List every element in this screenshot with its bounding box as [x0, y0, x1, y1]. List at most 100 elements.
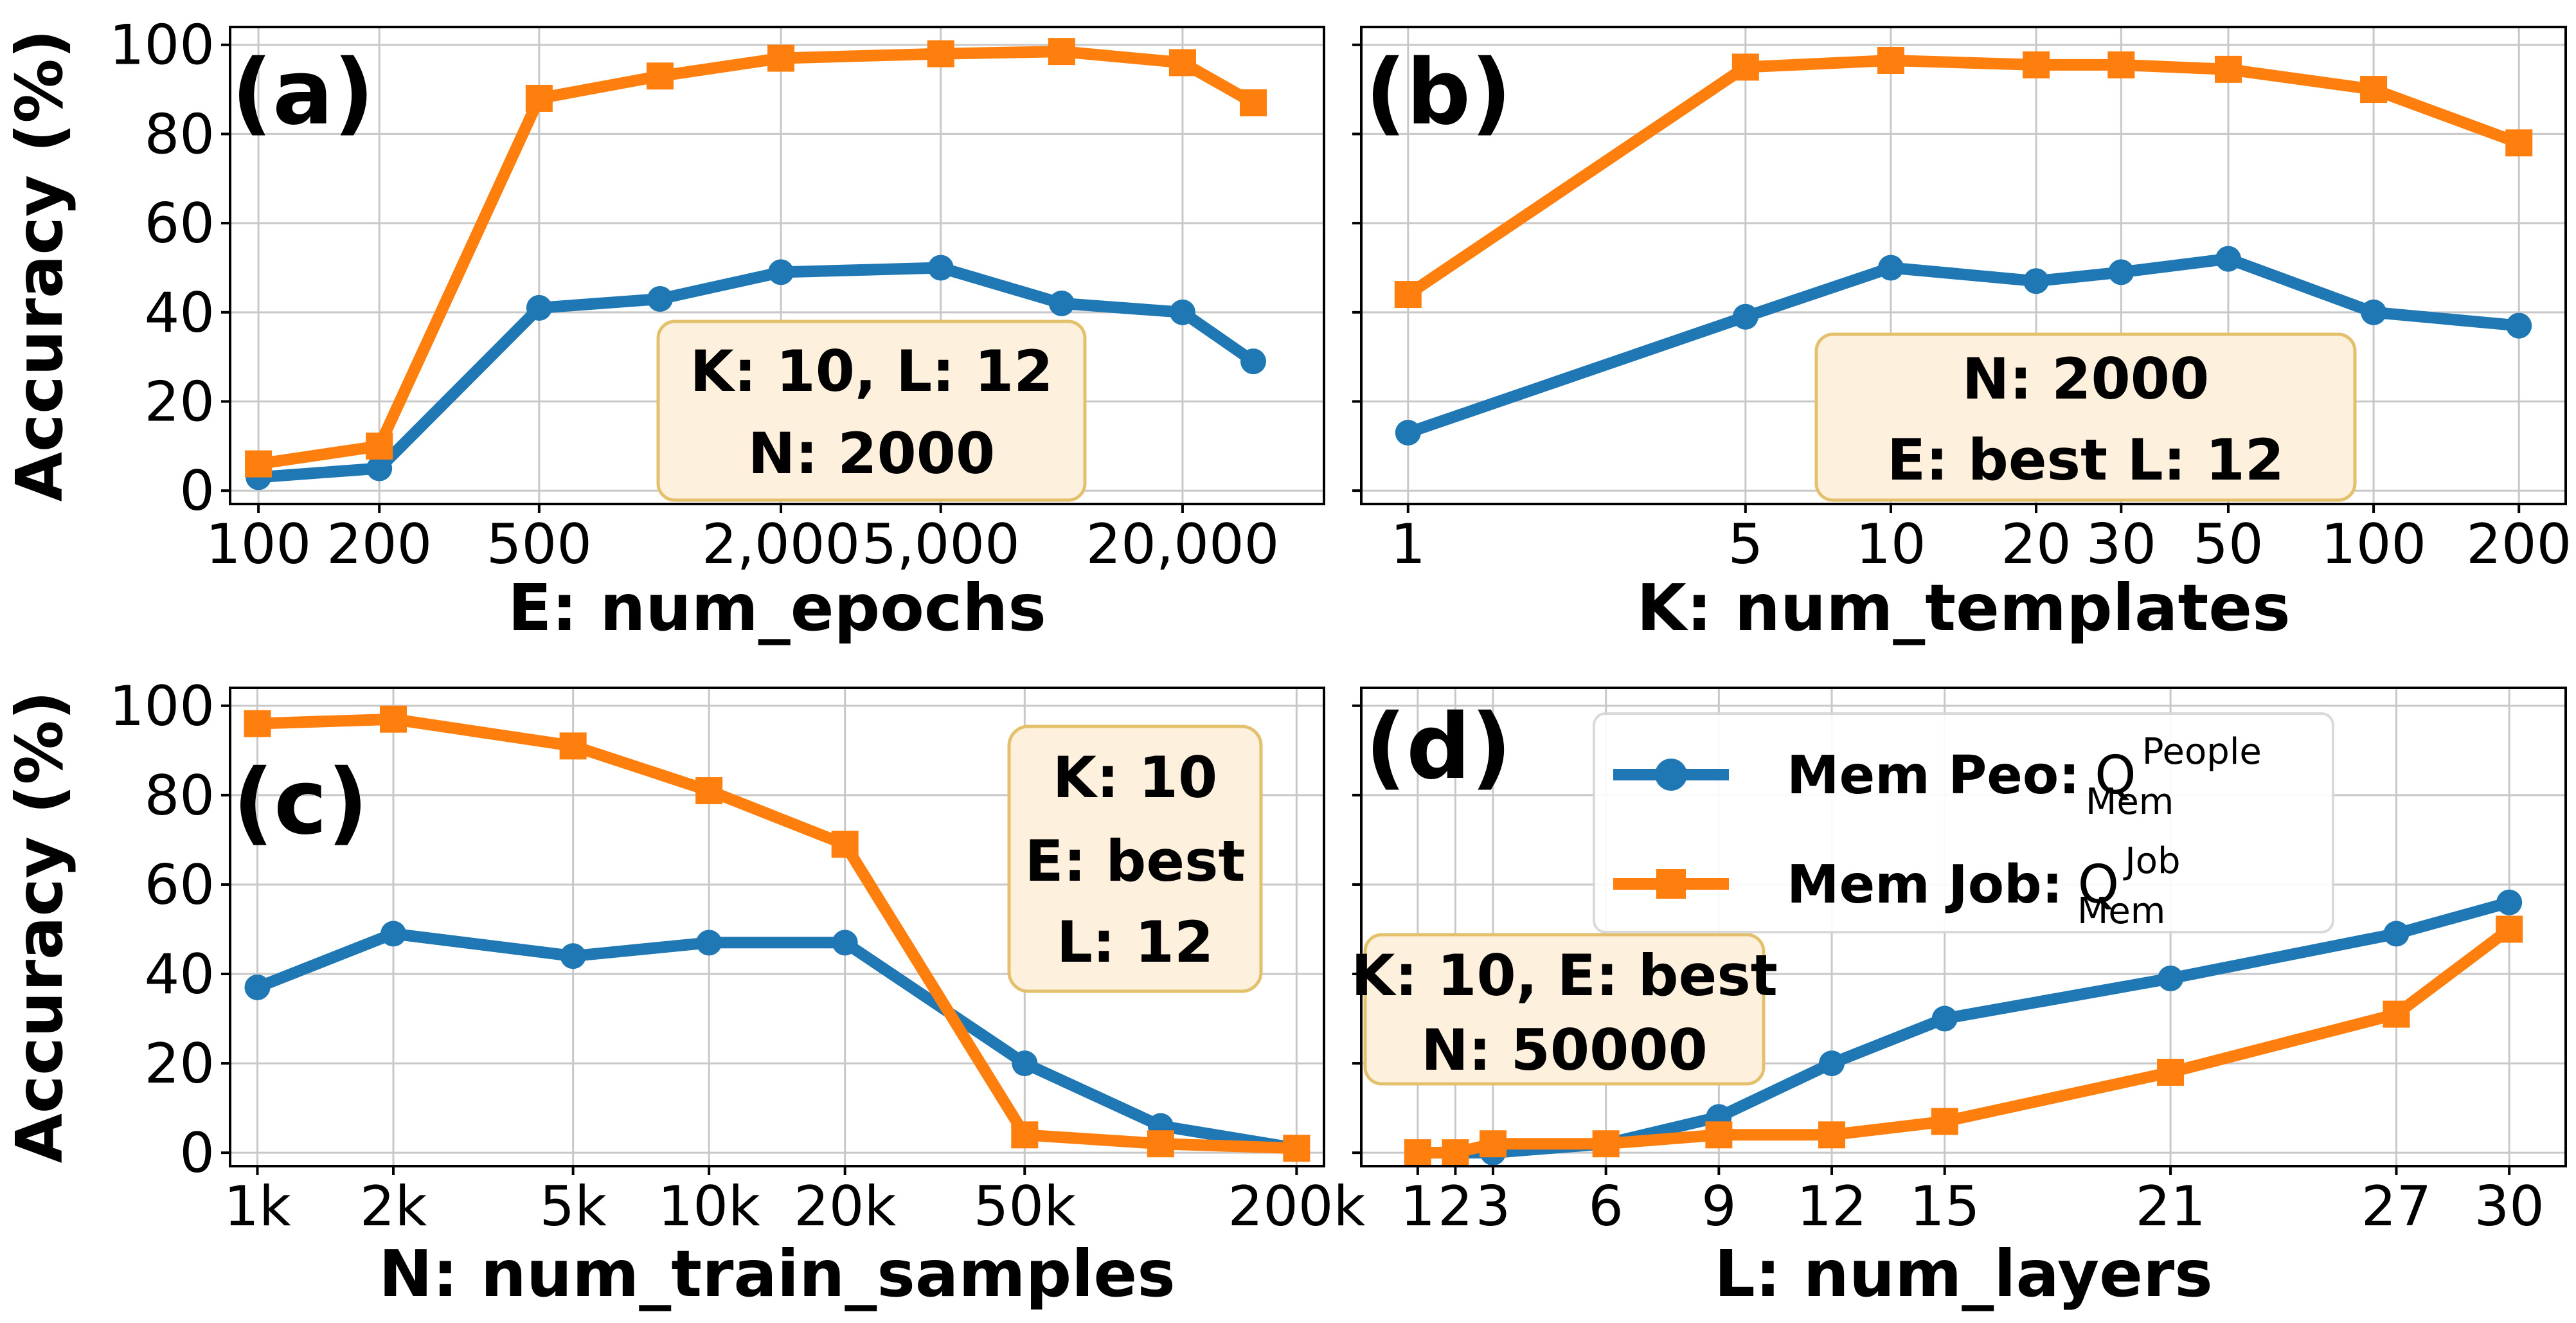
y-axis-title: Accuracy (%): [2, 691, 77, 1164]
x-tick-label: 3: [1476, 1174, 1511, 1239]
parameter-box: N: 2000 E: best L: 12: [1814, 332, 2357, 502]
data-point-job: [1239, 89, 1267, 116]
data-point-job: [2360, 76, 2388, 104]
x-tick-label: 30: [2086, 512, 2156, 577]
parameter-box-frame: [1814, 332, 2357, 502]
y-tick-labels: 0 20 40 60 80 100: [109, 674, 215, 1185]
data-point-job: [380, 705, 407, 733]
parameter-box-frame: [656, 320, 1087, 502]
data-point-job: [695, 777, 723, 804]
x-tick-label: 200k: [1228, 1174, 1365, 1239]
data-point-peo: [832, 930, 858, 956]
y-tick-labels: 0 20 40 60 80 100: [109, 14, 215, 523]
parameter-box-frame: [1007, 724, 1263, 993]
plot-frame: [1360, 687, 2567, 1167]
x-tick-label: 9: [1701, 1174, 1737, 1239]
data-point-peo: [2383, 921, 2410, 947]
panel-label: (c): [233, 750, 368, 855]
parameter-line-2: E: best: [1024, 828, 1245, 894]
parameter-line-1: K: 10, L: 12: [690, 338, 1053, 404]
data-point-job: [646, 62, 674, 90]
data-point-job: [831, 831, 859, 858]
data-point-job: [1877, 47, 1904, 75]
y-tick-label: 40: [145, 281, 215, 345]
x-axis-title: N: num_train_samples: [379, 1236, 1176, 1311]
data-point-peo: [526, 294, 552, 321]
legend: Mem Peo: Q People Mem Mem Job: Q Job Mem: [1593, 712, 2334, 933]
y-tick-label: 100: [109, 674, 215, 739]
legend-marker-mem-job: [1656, 869, 1686, 899]
plot-frame: [1360, 26, 2567, 505]
data-point-job: [1931, 1108, 1958, 1135]
parameter-line-1: K: 10, E: best: [1351, 942, 1778, 1009]
data-point-job: [525, 84, 553, 112]
panel-label: (a): [231, 40, 374, 145]
x-tick-labels: 100 200 500 2,000 5,000 20,000: [206, 512, 1279, 577]
parameter-line-2: N: 2000: [748, 420, 995, 487]
y-tick-label: 20: [145, 370, 215, 435]
data-point-job: [2505, 129, 2533, 157]
data-point-peo: [2361, 299, 2387, 325]
data-point-job: [366, 432, 393, 460]
parameter-box: K: 10, E: best N: 50000: [1351, 933, 1778, 1086]
data-point-peo: [1048, 290, 1075, 316]
y-tick-label: 0: [179, 1121, 215, 1185]
data-point-job: [1011, 1121, 1039, 1149]
data-point-peo: [927, 255, 954, 281]
x-tick-label: 5: [1728, 512, 1763, 577]
x-tick-label: 20k: [794, 1174, 896, 1239]
panel-label: (d): [1365, 695, 1512, 800]
x-tick-label: 15: [1910, 1174, 1980, 1239]
data-point-job: [1479, 1130, 1507, 1158]
x-tick-label: 200: [326, 512, 432, 577]
data-point-peo: [1012, 1050, 1038, 1077]
data-point-peo: [380, 921, 407, 947]
data-point-peo: [1819, 1050, 1845, 1077]
data-point-peo: [2158, 965, 2184, 991]
data-point-job: [1168, 49, 1196, 76]
legend-item-mem-job: Mem Job: Q Job Mem: [1613, 840, 2181, 932]
x-axis-title: E: num_epochs: [508, 570, 1046, 645]
x-tick-label: 20,000: [1086, 512, 1279, 577]
data-point-peo: [244, 974, 271, 1000]
data-point-peo: [647, 286, 673, 312]
parameter-line-1: N: 2000: [1962, 346, 2209, 412]
data-point-peo: [1240, 348, 1266, 375]
x-tick-label: 200: [2466, 512, 2572, 577]
y-tick-label: 80: [145, 764, 215, 828]
y-tick-label: 100: [109, 14, 215, 78]
parameter-line-1: K: 10: [1053, 744, 1217, 811]
x-tick-label: 12: [1796, 1174, 1866, 1239]
y-tick-label: 60: [145, 192, 215, 256]
x-axis-title: K: num_templates: [1636, 570, 2290, 645]
data-point-peo: [768, 259, 794, 285]
x-tick-label: 50k: [974, 1174, 1076, 1239]
data-point-job: [2383, 1000, 2410, 1028]
series-layer: [245, 38, 1267, 491]
data-point-peo: [2108, 259, 2134, 285]
data-point-peo: [2496, 889, 2523, 915]
data-point-job: [1442, 1139, 1469, 1167]
x-tick-labels: 1 2 3 6 9 12 15 21 27 30: [1400, 1174, 2544, 1239]
x-tick-label: 2,000: [702, 512, 860, 577]
data-point-peo: [366, 455, 393, 482]
x-tick-label: 30: [2474, 1174, 2544, 1239]
data-point-job: [559, 732, 587, 760]
data-point-job: [2107, 51, 2135, 78]
x-tick-label: 1: [1400, 1174, 1435, 1239]
parameter-line-2: E: best L: 12: [1887, 427, 2284, 493]
x-tick-label: 50: [2193, 512, 2263, 577]
tick-marks: [1352, 43, 2521, 513]
y-tick-label: 40: [145, 942, 215, 1007]
data-point-peo: [560, 943, 586, 969]
parameter-box: K: 10, L: 12 N: 2000: [656, 320, 1087, 502]
data-point-job: [1048, 38, 1075, 66]
x-tick-label: 6: [1588, 1174, 1623, 1239]
data-point-peo: [2506, 312, 2532, 339]
x-tick-label: 5,000: [862, 512, 1020, 577]
x-tick-labels: 1 5 10 20 30 50 100 200: [1390, 512, 2572, 577]
parameter-line-3: L: 12: [1057, 909, 1213, 975]
tick-marks: [221, 704, 1298, 1175]
legend-frame: [1593, 712, 2334, 933]
